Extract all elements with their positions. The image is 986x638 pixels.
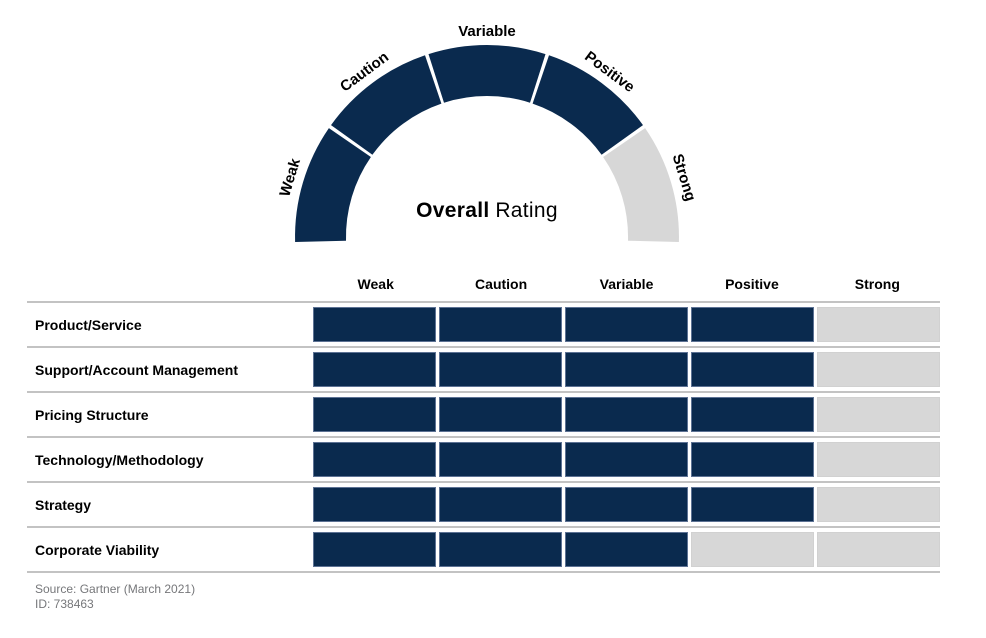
row-label: Product/Service bbox=[35, 316, 142, 333]
rating-cell-variable-filled bbox=[565, 397, 688, 432]
rating-cell-variable-filled bbox=[565, 352, 688, 387]
table-row-pricing-structure: Pricing Structure bbox=[27, 393, 940, 438]
table-header-row: Weak Caution Variable Positive Strong bbox=[27, 268, 940, 303]
table-row-support-account-management: Support/Account Management bbox=[27, 348, 940, 393]
rating-cell-caution-filled bbox=[439, 352, 562, 387]
rating-cell-positive-filled bbox=[691, 487, 814, 522]
row-label: Technology/Methodology bbox=[35, 451, 204, 468]
row-label: Corporate Viability bbox=[35, 541, 160, 558]
gauge-title-rest: Rating bbox=[495, 199, 558, 222]
table-row-product-service: Product/Service bbox=[27, 303, 940, 348]
rating-cell-strong-empty bbox=[817, 307, 940, 342]
rating-cells bbox=[313, 483, 940, 526]
table-row-strategy: Strategy bbox=[27, 483, 940, 528]
table-body: Product/Service Support/Account Managemen… bbox=[27, 303, 940, 573]
column-header-positive: Positive bbox=[725, 276, 779, 292]
rating-cell-variable-filled bbox=[565, 487, 688, 522]
rating-cell-weak-filled bbox=[313, 397, 436, 432]
gauge-segment-positive bbox=[532, 55, 643, 155]
gauge-segment-strong bbox=[603, 128, 679, 242]
rating-cell-strong-empty bbox=[817, 442, 940, 477]
rating-cells bbox=[313, 393, 940, 436]
column-header-caution: Caution bbox=[475, 276, 528, 292]
rating-cells bbox=[313, 348, 940, 391]
row-label: Support/Account Management bbox=[35, 361, 239, 378]
rating-cell-variable-filled bbox=[565, 442, 688, 477]
figure-footer: Source: Gartner (March 2021) ID: 738463 bbox=[35, 582, 195, 612]
rating-cell-caution-filled bbox=[439, 442, 562, 477]
rating-cell-caution-filled bbox=[439, 532, 562, 567]
source-note: Source: Gartner (March 2021) bbox=[35, 582, 196, 596]
rating-cell-strong-empty bbox=[817, 487, 940, 522]
row-label: Pricing Structure bbox=[35, 406, 149, 423]
figure-id: ID: 738463 bbox=[35, 597, 94, 611]
rating-cell-variable-filled bbox=[565, 307, 688, 342]
rating-cells bbox=[313, 528, 940, 571]
gauge-label-weak: Weak bbox=[276, 156, 304, 199]
rating-cell-positive-filled bbox=[691, 442, 814, 477]
rating-cells bbox=[313, 303, 940, 346]
rating-cell-variable-filled bbox=[565, 532, 688, 567]
table-row-technology-methodology: Technology/Methodology bbox=[27, 438, 940, 483]
gauge-title-bold: Overall bbox=[416, 199, 490, 222]
row-label: Strategy bbox=[35, 496, 92, 513]
gauge-segment-variable bbox=[428, 44, 546, 103]
rating-cell-strong-empty bbox=[817, 397, 940, 432]
ratings-table: Weak Caution Variable Positive Strong Produc… bbox=[27, 268, 940, 573]
gauge-segment-weak bbox=[295, 128, 371, 242]
rating-cells bbox=[313, 438, 940, 481]
gauge-title: Overall Rating bbox=[337, 199, 637, 223]
rating-cell-weak-filled bbox=[313, 442, 436, 477]
column-header-strong: Strong bbox=[854, 276, 900, 292]
rating-cell-weak-filled bbox=[313, 352, 436, 387]
rating-cell-positive-filled bbox=[691, 307, 814, 342]
rating-cell-positive-empty bbox=[691, 532, 814, 567]
column-header-weak: Weak bbox=[357, 276, 394, 292]
table-row-corporate-viability: Corporate Viability bbox=[27, 528, 940, 573]
rating-cell-weak-filled bbox=[313, 532, 436, 567]
rating-cell-weak-filled bbox=[313, 487, 436, 522]
rating-cell-positive-filled bbox=[691, 352, 814, 387]
rating-cell-caution-filled bbox=[439, 487, 562, 522]
column-header-variable: Variable bbox=[599, 276, 654, 292]
rating-cell-caution-filled bbox=[439, 397, 562, 432]
rating-cell-weak-filled bbox=[313, 307, 436, 342]
rating-cell-caution-filled bbox=[439, 307, 562, 342]
gauge-label-variable: Variable bbox=[458, 23, 516, 40]
rating-cell-positive-filled bbox=[691, 397, 814, 432]
gauge-segment-caution bbox=[331, 55, 442, 155]
rating-cell-strong-empty bbox=[817, 352, 940, 387]
rating-cell-strong-empty bbox=[817, 532, 940, 567]
